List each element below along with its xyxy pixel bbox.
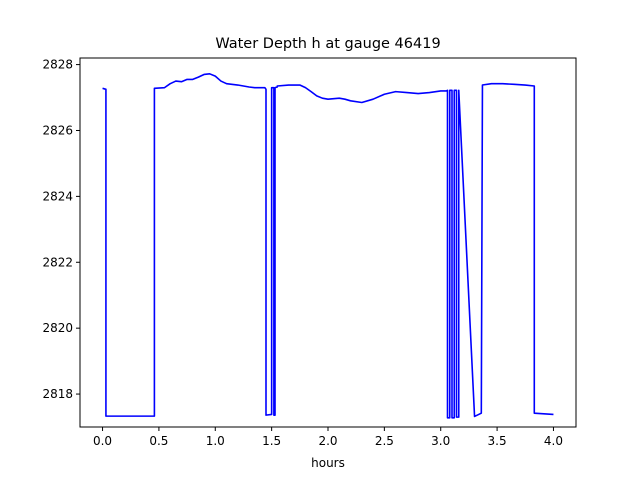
- series-line-1: [102, 73, 554, 419]
- series-layer: [102, 73, 554, 419]
- y-tick-label: 2822: [42, 255, 73, 269]
- x-axis-label: hours: [311, 456, 345, 470]
- y-tick-label: 2826: [42, 123, 73, 137]
- y-tick-label: 2818: [42, 387, 73, 401]
- x-tick-label: 1.5: [262, 434, 281, 448]
- y-tick-label: 2824: [42, 189, 73, 203]
- x-axis-ticks: 0.0 0.5 1.0 1.5 2.0 2.5 3.0 3.5 4.0: [93, 427, 563, 448]
- y-axis-ticks: 2818 2820 2822 2824 2826 2828: [42, 58, 80, 401]
- y-tick-label: 2828: [42, 58, 73, 72]
- x-tick-label: 2.0: [318, 434, 337, 448]
- x-tick-label: 2.5: [375, 434, 394, 448]
- x-tick-label: 0.5: [149, 434, 168, 448]
- plot-area: [80, 58, 576, 427]
- x-tick-label: 4.0: [544, 434, 563, 448]
- x-tick-label: 3.5: [488, 434, 507, 448]
- x-tick-label: 3.0: [431, 434, 450, 448]
- x-tick-label: 0.0: [93, 434, 112, 448]
- y-tick-label: 2820: [42, 321, 73, 335]
- axes-frame: [79, 57, 577, 428]
- chart-title: Water Depth h at gauge 46419: [215, 36, 440, 52]
- x-tick-label: 1.0: [206, 434, 225, 448]
